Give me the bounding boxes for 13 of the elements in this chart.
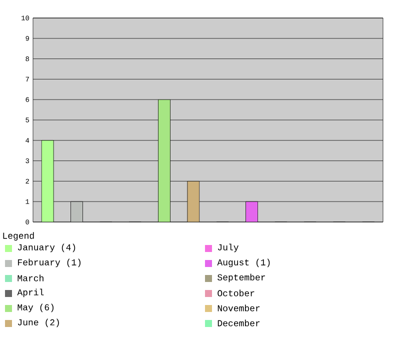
- legend-label: January (4): [18, 244, 76, 252]
- legend-label: September: [218, 274, 265, 282]
- legend-label: May (6): [18, 304, 54, 312]
- legend-label: July: [218, 244, 238, 252]
- legend-label: June (2): [18, 318, 59, 328]
- legend-label: November: [218, 304, 260, 312]
- legend-label: December: [218, 320, 260, 326]
- legend-title: Legend: [3, 232, 34, 241]
- legend-label: October: [218, 290, 254, 296]
- legend-label: April: [17, 288, 44, 298]
- legend-label: February (1): [18, 258, 80, 268]
- legend-label: August (1): [217, 258, 270, 268]
- legend-label: March: [18, 274, 44, 282]
